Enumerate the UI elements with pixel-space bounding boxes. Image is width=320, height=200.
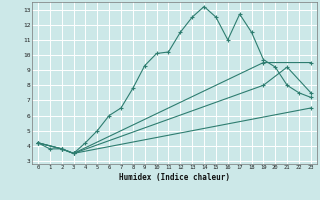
X-axis label: Humidex (Indice chaleur): Humidex (Indice chaleur) (119, 173, 230, 182)
